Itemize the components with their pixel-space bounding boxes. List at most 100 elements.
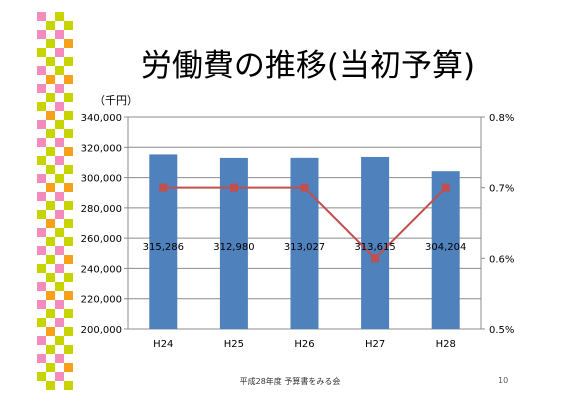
checker-square [46,255,55,264]
y-tick-label: 220,000 [81,295,122,306]
y2-tick-label: 0.7% [489,184,514,195]
checker-square [37,66,46,75]
checker-square [37,318,46,327]
checker-square [55,336,64,345]
x-tick-label: H26 [294,339,314,350]
checker-square [37,84,46,93]
checker-square [46,165,55,174]
y-tick-label: 340,000 [81,113,122,124]
checker-square [55,192,64,201]
checker-square [46,39,55,48]
checker-square [64,39,73,48]
page-number: 10 [498,376,509,385]
checker-square [46,309,55,318]
checker-square [37,30,46,39]
checker-square [46,93,55,102]
checker-square [37,156,46,165]
checker-square [55,300,64,309]
y-tick-label: 240,000 [81,264,122,275]
checker-square [55,120,64,129]
checker-square [64,345,73,354]
checker-square [55,102,64,111]
checker-square [37,336,46,345]
checker-square [46,111,55,120]
bar [361,156,390,329]
checker-square [64,273,73,282]
checker-square [64,183,73,192]
checker-square [46,183,55,192]
x-axis: H24 H25 H26 H27 H28 [153,339,456,350]
checker-square [64,237,73,246]
checker-square [46,21,55,30]
slide-title: 労働費の推移(当初予算) [140,48,476,84]
checker-square [64,255,73,264]
line-marker [441,183,450,192]
checker-square [55,282,64,291]
checker-square [37,174,46,183]
line-marker [159,183,168,192]
checker-square [46,291,55,300]
checker-square [64,201,73,210]
bar-value-label: 313,615 [354,242,395,253]
checker-square [64,291,73,300]
x-tick-label: H25 [224,339,244,350]
checker-square [55,354,64,363]
checker-square [37,102,46,111]
checker-square [46,237,55,246]
checker-square [46,201,55,210]
checker-square [55,264,64,273]
checker-border-decoration [37,12,73,390]
checker-square [64,75,73,84]
checker-square [46,363,55,372]
checker-square [55,84,64,93]
checker-square [37,192,46,201]
checker-square [37,120,46,129]
checker-square [55,156,64,165]
slide-footer: 平成28年度 予算書をみる会 [239,377,341,386]
checker-square [46,273,55,282]
checker-square [46,147,55,156]
checker-square [46,219,55,228]
checker-square [55,174,64,183]
bar-value-labels: 315,286 312,980 313,027 313,615 304,204 [143,242,467,253]
x-tick-label: H24 [153,339,173,350]
y2-tick-label: 0.8% [489,113,514,124]
checker-square [64,363,73,372]
line-marker [229,183,238,192]
bar-value-label: 304,204 [425,242,466,253]
checker-square [64,309,73,318]
checker-square [64,147,73,156]
checker-square [64,129,73,138]
checker-square [55,246,64,255]
y-tick-label: 300,000 [81,174,122,185]
checker-square [37,282,46,291]
checker-square [64,381,73,390]
checker-square [64,165,73,174]
y2-tick-label: 0.6% [489,254,514,265]
checker-square [46,57,55,66]
checker-square [46,345,55,354]
y-tick-label: 260,000 [81,234,122,245]
line-marker [300,183,309,192]
checker-square [37,210,46,219]
y-tick-label: 320,000 [81,143,122,154]
y-axis-right: 0.5% 0.6% 0.7% 0.8% [481,113,514,336]
bar-value-label: 312,980 [213,242,254,253]
checker-square [46,75,55,84]
checker-square [37,138,46,147]
y2-tick-label: 0.5% [489,325,514,336]
ratio-line-series [159,183,450,263]
checker-square [55,12,64,21]
y-tick-label: 200,000 [81,325,122,336]
checker-square [46,129,55,138]
checker-square [64,327,73,336]
checker-square [55,318,64,327]
checker-square [37,372,46,381]
checker-square [37,300,46,309]
checker-square [64,93,73,102]
checker-square [55,30,64,39]
checker-square [55,66,64,75]
y-axis-unit-label: （千円） [94,94,138,107]
checker-square [37,228,46,237]
